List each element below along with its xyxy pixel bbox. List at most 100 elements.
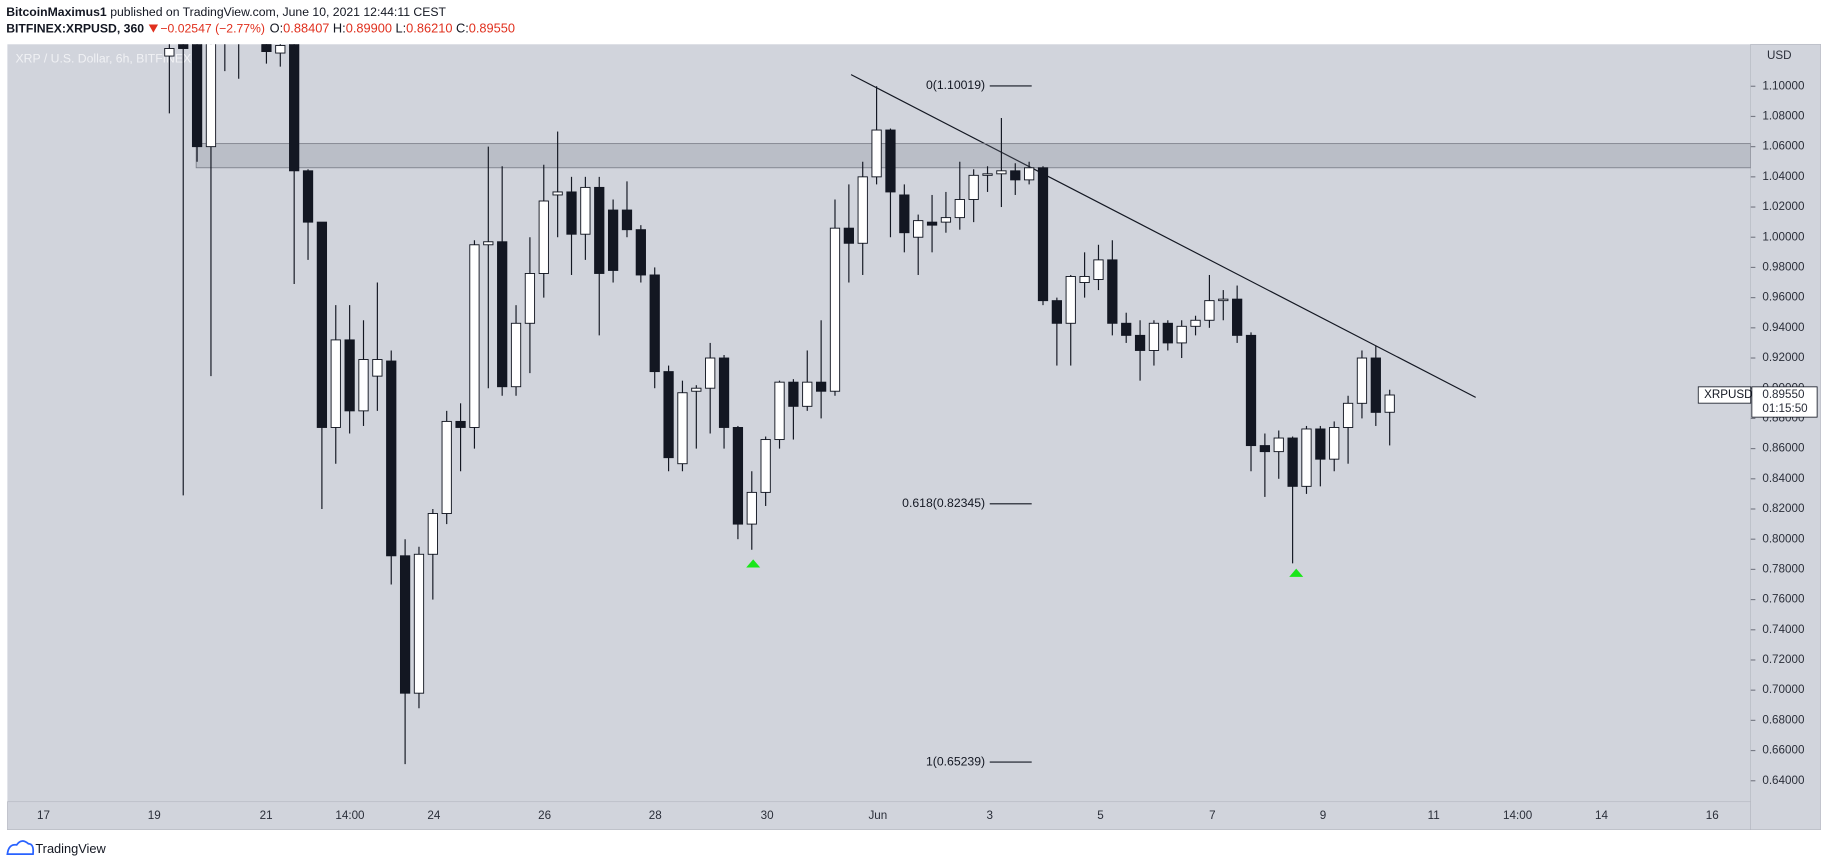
candle-body	[399, 555, 411, 694]
brand-name: TradingView	[35, 841, 106, 856]
candle-body	[718, 357, 730, 428]
candle-body	[871, 129, 882, 178]
x-tick-label: 14:00	[335, 809, 365, 822]
candle-body	[885, 129, 896, 193]
y-tick-label: 1.04000	[1762, 170, 1805, 183]
candle-body	[372, 359, 383, 377]
x-tick-label: Jun	[868, 809, 887, 822]
y-tick-label: 0.86000	[1762, 442, 1805, 455]
candle-body	[524, 273, 536, 324]
candle-body	[455, 420, 466, 428]
candle-body	[1037, 167, 1049, 302]
candle-body	[1287, 437, 1298, 487]
price-tag-label: 0.89550	[1762, 388, 1805, 401]
symbol: BITFINEX:XRPUSD, 360	[6, 21, 144, 35]
candle-body	[635, 229, 646, 276]
ohlc-key: O:	[270, 21, 284, 36]
x-tick-label: 24	[427, 809, 440, 822]
candle-body	[510, 322, 522, 388]
x-tick-label: 5	[1097, 809, 1103, 822]
candle-body	[344, 339, 355, 412]
fib-label: 0.618(0.82345)	[902, 496, 985, 510]
candle-body	[649, 274, 660, 373]
x-tick-label: 14:00	[1503, 809, 1533, 822]
candle-body	[427, 513, 438, 555]
candle-body	[1093, 259, 1104, 280]
candle-body	[1121, 322, 1132, 336]
y-tick-label: 1.10000	[1762, 79, 1805, 92]
candle-body	[1301, 428, 1312, 487]
candle-body	[580, 186, 591, 235]
candle-body	[982, 173, 993, 176]
x-tick-label: 7	[1209, 809, 1215, 822]
candle-body	[1065, 276, 1076, 324]
y-tick-label: 0.82000	[1762, 502, 1805, 515]
candle-body	[205, 44, 217, 148]
candle-body	[1342, 402, 1354, 428]
y-tick-label: 0.76000	[1762, 593, 1805, 606]
candle-body	[691, 387, 702, 392]
candle-body	[705, 357, 716, 389]
candle-body	[566, 191, 577, 235]
candle-body	[1162, 322, 1173, 344]
ohlc-key: L:	[396, 21, 407, 36]
candle-body	[178, 44, 189, 49]
candle-body	[940, 217, 952, 223]
y-tick-label: 0.94000	[1762, 321, 1805, 334]
candle-body	[1218, 298, 1229, 302]
x-tick-label: 9	[1320, 809, 1326, 822]
ohlc-key: H:	[333, 21, 346, 36]
x-tick-label: 17	[37, 809, 50, 822]
candle-body	[1273, 437, 1284, 453]
candle-body	[289, 44, 300, 172]
candle-body	[497, 241, 508, 388]
candle-body	[1315, 428, 1326, 460]
candle-body	[788, 381, 799, 407]
candle-body	[968, 174, 979, 200]
candle-body	[483, 241, 494, 246]
y-tick-label: 0.74000	[1762, 623, 1805, 636]
ohlc-key: C:	[456, 21, 469, 36]
candle-body	[413, 553, 425, 694]
x-tick-label: 16	[1706, 809, 1719, 822]
candle-body	[1079, 276, 1090, 283]
trendline	[850, 74, 1476, 398]
candle-body	[538, 200, 549, 274]
ohlc-value: 0.89550	[469, 21, 515, 36]
y-tick-label: 0.96000	[1762, 291, 1805, 304]
candle-body	[815, 381, 827, 392]
candle-body	[1232, 298, 1243, 336]
y-tick-label: 1.02000	[1762, 200, 1805, 213]
symbol-tag	[1697, 386, 1752, 404]
y-tick-label: 0.84000	[1762, 472, 1805, 485]
brand: TradingView	[6, 840, 107, 856]
fib-label: 0(1.10019)	[926, 78, 985, 92]
symbol-tag-label: XRPUSD	[1704, 388, 1753, 401]
y-tick-label: 0.98000	[1762, 261, 1805, 274]
candle-body	[732, 426, 744, 525]
candle-body	[1107, 259, 1118, 324]
candle-body	[760, 439, 771, 493]
candle-body	[1259, 445, 1271, 453]
candle-body	[1384, 394, 1395, 413]
down-arrow	[148, 24, 159, 33]
candle-body	[275, 45, 286, 54]
resistance-zone	[195, 143, 1751, 169]
candle-body	[261, 44, 272, 52]
x-tick-label: 28	[649, 809, 662, 822]
candle-body	[996, 170, 1007, 175]
y-tick-label: 0.68000	[1762, 713, 1805, 726]
change: −0.02547 (−2.77%)	[160, 21, 265, 35]
x-tick-label: 14	[1595, 809, 1608, 822]
candle-body	[746, 491, 757, 525]
author: BitcoinMaximus1	[6, 5, 107, 19]
marks	[164, 44, 1751, 765]
candle-body	[677, 392, 688, 465]
fib-label: 1(0.65239)	[926, 754, 985, 768]
candle-body	[926, 221, 938, 226]
candle-body	[1024, 167, 1035, 181]
y-tick-label: 0.72000	[1762, 653, 1805, 666]
candle-body	[621, 209, 633, 231]
signal-marker	[746, 559, 761, 568]
candle-body	[1190, 319, 1201, 327]
